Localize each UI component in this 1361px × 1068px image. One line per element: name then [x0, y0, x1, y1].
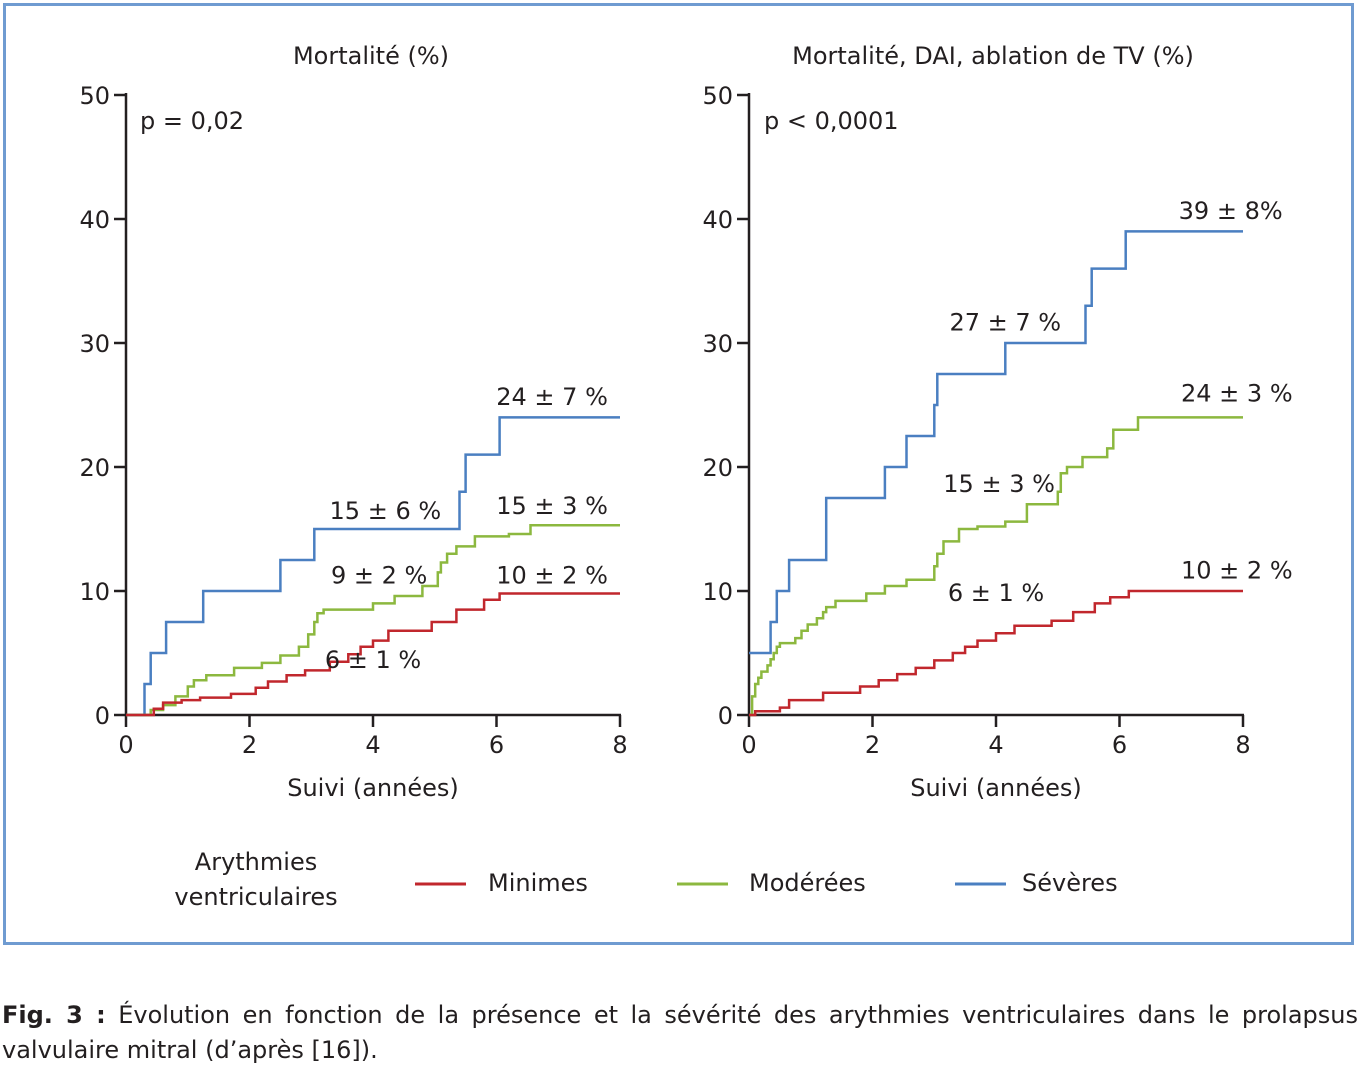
x-axis-label: Suivi (années): [287, 774, 459, 802]
x-axis-label: Suivi (années): [910, 774, 1082, 802]
chart-title: Mortalité, DAI, ablation de TV (%): [792, 42, 1194, 70]
y-tick-label: 40: [79, 206, 110, 234]
figure-frame: [3, 3, 1354, 945]
data-annotation: 27 ± 7 %: [949, 309, 1061, 337]
caption-text: Évolution en fonction de la présence et …: [2, 1001, 1358, 1064]
data-annotation: 10 ± 2 %: [496, 562, 608, 590]
data-annotation: 15 ± 3 %: [943, 470, 1055, 498]
x-tick-label: 2: [242, 731, 257, 759]
series-line-minimes: [749, 589, 1243, 717]
x-tick-label: 0: [118, 731, 133, 759]
x-tick-label: 0: [741, 731, 756, 759]
p-value-label: p = 0,02: [140, 107, 244, 135]
chart-title: Mortalité (%): [293, 42, 449, 70]
legend-title-line-2: ventriculaires: [174, 883, 337, 911]
data-annotation: 9 ± 2 %: [331, 562, 427, 590]
data-annotation: 15 ± 3 %: [496, 492, 608, 520]
x-tick-label: 8: [1235, 731, 1250, 759]
x-tick-label: 8: [612, 731, 627, 759]
data-annotation: 6 ± 1 %: [948, 579, 1044, 607]
data-annotation: 10 ± 2 %: [1181, 557, 1293, 585]
series-line-moderees: [749, 416, 1243, 717]
series-line-severes: [749, 230, 1243, 655]
y-tick-label: 30: [79, 330, 110, 358]
y-tick-label: 30: [702, 330, 733, 358]
y-tick-label: 50: [79, 82, 110, 110]
x-tick-label: 6: [1112, 731, 1127, 759]
figure-caption: Fig. 3 : Évolution en fonction de la pré…: [2, 998, 1358, 1068]
y-tick-label: 20: [79, 454, 110, 482]
data-annotation: 24 ± 7 %: [496, 383, 608, 411]
data-annotation: 24 ± 3 %: [1181, 379, 1293, 407]
x-tick-label: 4: [988, 731, 1003, 759]
legend-label-minimes: Minimes: [488, 869, 588, 897]
legend-label-moderees: Modérées: [749, 869, 866, 897]
series-line-minimes: [126, 592, 620, 717]
data-annotation: 39 ± 8%: [1179, 197, 1283, 225]
y-tick-label: 10: [79, 578, 110, 606]
caption-label: Fig. 3 :: [2, 1001, 106, 1029]
chart-panel-mortality: Mortalité (%) p = 0,02 0 10 20 30 40 50 0 2 4 6 8 Sui…: [79, 42, 627, 802]
y-tick-label: 40: [702, 206, 733, 234]
legend: Arythmies ventriculaires Minimes Modérée…: [174, 848, 1117, 911]
y-tick-label: 20: [702, 454, 733, 482]
series-line-severes: [126, 416, 620, 717]
p-value-label: p < 0,0001: [764, 107, 899, 135]
x-tick-label: 4: [365, 731, 380, 759]
y-tick-label: 10: [702, 578, 733, 606]
data-annotation: 15 ± 6 %: [330, 497, 442, 525]
y-tick-label: 0: [95, 702, 110, 730]
y-tick-label: 0: [718, 702, 733, 730]
y-tick-label: 50: [702, 82, 733, 110]
legend-title-line-1: Arythmies: [195, 848, 317, 876]
x-tick-label: 6: [489, 731, 504, 759]
legend-label-severes: Sévères: [1022, 869, 1118, 897]
x-tick-label: 2: [865, 731, 880, 759]
series-line-moderees: [126, 524, 620, 717]
chart-panel-mortality-icd-ablation: Mortalité, DAI, ablation de TV (%) p < 0,…: [702, 42, 1292, 802]
data-annotation: 6 ± 1 %: [325, 646, 421, 674]
